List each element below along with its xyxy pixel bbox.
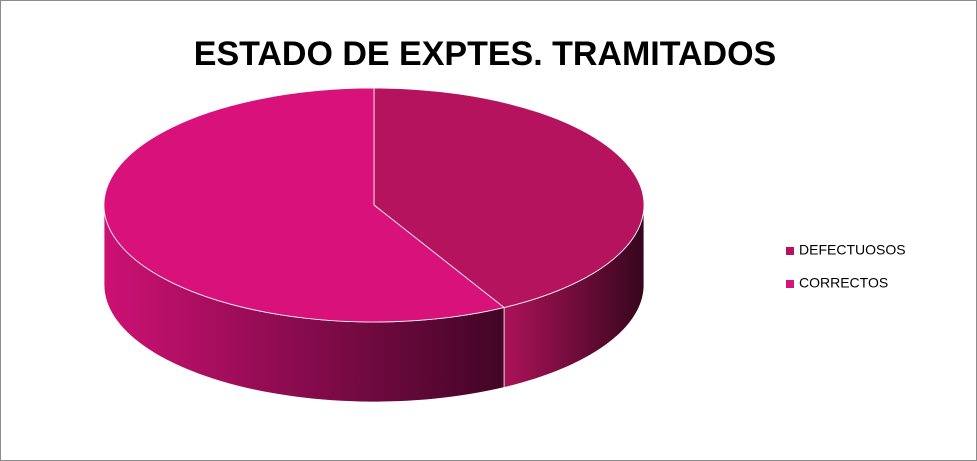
- legend-label: CORRECTOS: [799, 275, 888, 291]
- chart-title: ESTADO DE EXPTES. TRAMITADOS: [194, 35, 776, 73]
- legend-swatch: [786, 247, 794, 255]
- legend-swatch: [786, 280, 794, 288]
- slice: [373, 87, 645, 308]
- legend-label: DEFECTUOSOS: [799, 242, 906, 258]
- slice: [103, 87, 505, 323]
